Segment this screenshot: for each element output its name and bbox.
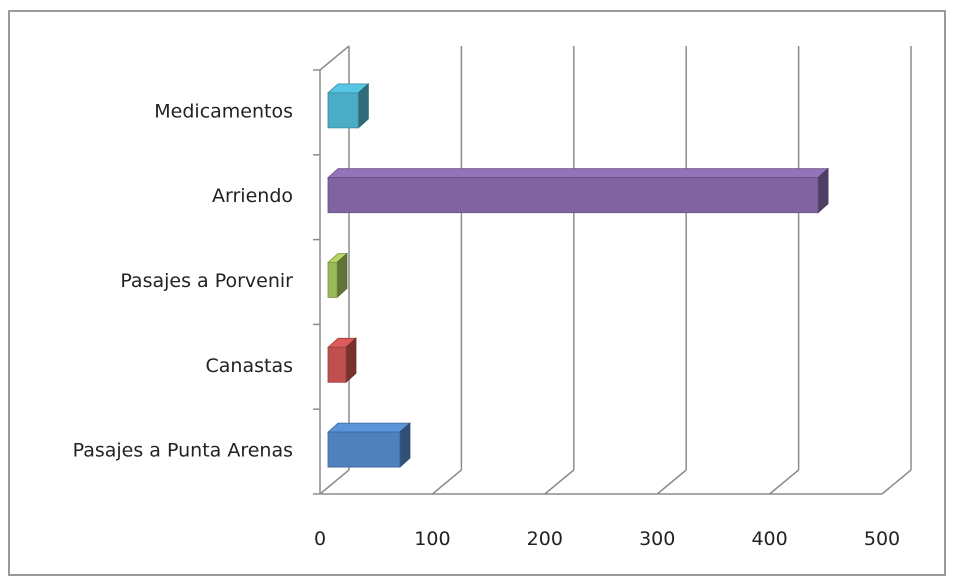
category-label: Canastas — [206, 355, 294, 377]
x-tick-label: 0 — [314, 528, 326, 550]
floor-gridline — [432, 470, 461, 494]
bar-front-face — [328, 432, 400, 467]
bars — [328, 84, 828, 467]
category-label: Pasajes a Porvenir — [120, 270, 293, 292]
wall-top-edge — [320, 46, 349, 70]
floor-gridline — [320, 470, 349, 494]
floor-gridline — [545, 470, 574, 494]
bar-front-face — [328, 263, 337, 298]
bar-front-face — [328, 347, 346, 382]
bar — [328, 254, 347, 298]
bar-front-face — [328, 178, 818, 213]
x-tick-label: 300 — [639, 528, 675, 550]
bar-top-face — [328, 169, 828, 178]
bar — [328, 169, 828, 213]
x-tick-label: 400 — [751, 528, 787, 550]
floor-gridline — [657, 470, 686, 494]
floor-gridline — [770, 470, 799, 494]
bar-top-face — [328, 423, 410, 432]
bar — [328, 338, 356, 382]
x-tick-label: 500 — [864, 528, 900, 550]
category-label: Medicamentos — [154, 100, 293, 122]
bar — [328, 423, 410, 467]
x-tick-label: 100 — [414, 528, 450, 550]
bar-front-face — [328, 93, 358, 128]
x-tick-label: 200 — [527, 528, 563, 550]
labels: 0 100 200 300 400 500 Pasajes a Punta Arenas Ca… — [73, 100, 901, 550]
bar — [328, 84, 368, 128]
category-label: Pasajes a Punta Arenas — [73, 440, 293, 462]
floor-gridline — [882, 470, 911, 494]
category-label: Arriendo — [212, 185, 293, 207]
